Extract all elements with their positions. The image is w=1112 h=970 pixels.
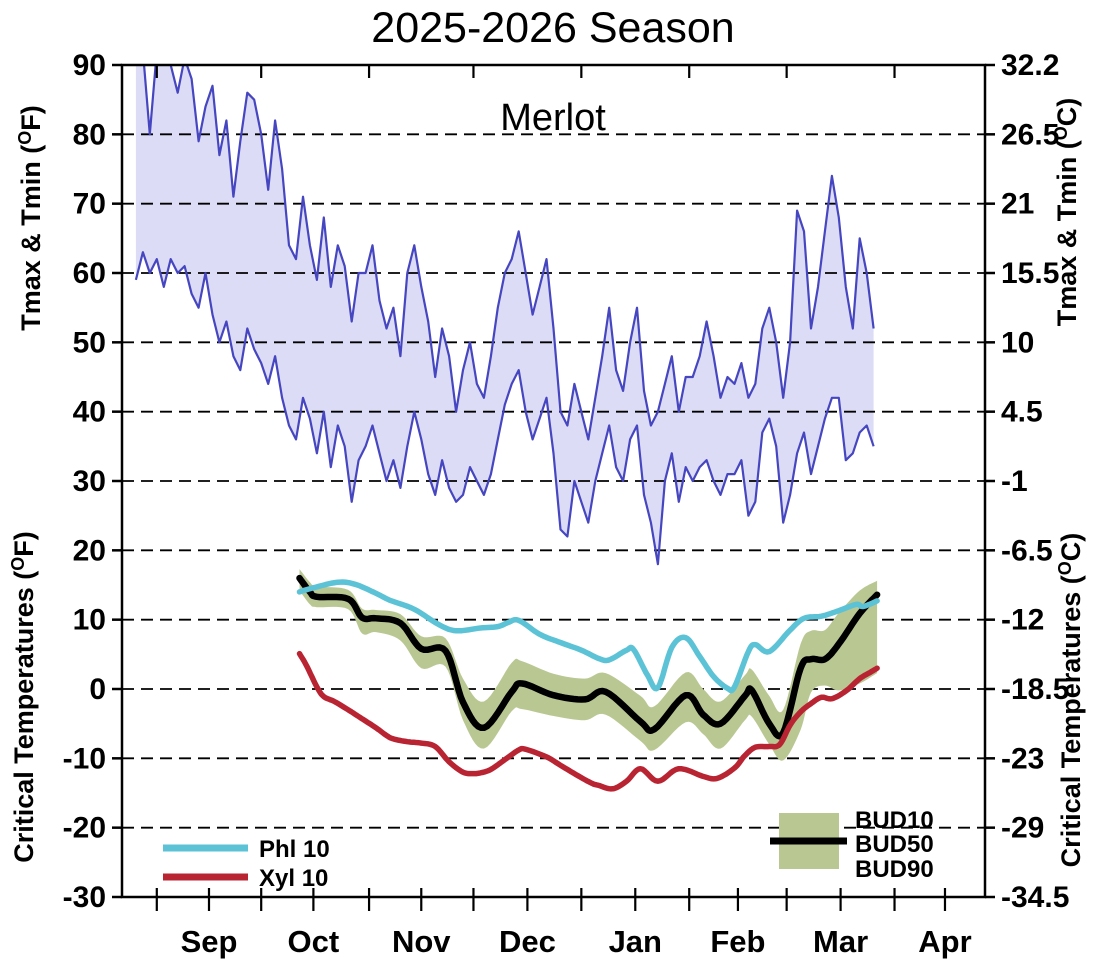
right-tick-label-15.5: 15.5: [1001, 257, 1059, 290]
left-tick-label--30: -30: [63, 881, 106, 914]
phl10-legend-label: Phl 10: [259, 836, 330, 863]
axis-title-tmax-tmin-f: Tmax & Tmin (OF): [15, 105, 46, 331]
gridlines-layer: [122, 133, 985, 829]
right-tick-label--23: -23: [1001, 742, 1044, 775]
left-tick-label-0: 0: [89, 673, 106, 706]
right-tick-label--12: -12: [1001, 604, 1044, 637]
legend-bud: BUD10 BUD50 BUD90: [770, 807, 934, 883]
right-tick-label--18.5: -18.5: [1001, 673, 1069, 706]
xyl10-legend-label: Xyl 10: [259, 865, 328, 892]
axis-title-critical-f: Critical Temperatures (OF): [8, 531, 39, 863]
right-tick-label--29: -29: [1001, 812, 1044, 845]
chart-subtitle: Merlot: [500, 97, 606, 139]
left-tick-label-40: 40: [73, 396, 106, 429]
left-tick-label-10: 10: [73, 604, 106, 637]
axis-title-critical-c: Critical Temperatures (OC): [1055, 533, 1086, 868]
legend-lines: Phl 10 Xyl 10: [163, 836, 330, 892]
series-layer: [134, 65, 881, 792]
left-tick-label-90: 90: [73, 49, 106, 82]
phl10-line: [296, 579, 880, 694]
bud10-legend-label: BUD10: [855, 807, 934, 834]
tmax-tmin-band-fill: [135, 65, 874, 565]
bud90-legend-label: BUD90: [855, 856, 934, 883]
axis-title-tmax-tmin-c: Tmax & Tmin (OC): [1051, 98, 1082, 327]
right-tick-label-26.5: 26.5: [1001, 118, 1059, 151]
right-tick-label--6.5: -6.5: [1001, 534, 1053, 567]
right-tick-label-21: 21: [1001, 188, 1034, 221]
right-tick-label--1: -1: [1001, 465, 1028, 498]
right-tick-label-10: 10: [1001, 326, 1034, 359]
left-tick-label--20: -20: [63, 812, 106, 845]
tmax-line: [142, 65, 875, 441]
right-tick-label-4.5: 4.5: [1001, 396, 1043, 429]
left-tick-label-70: 70: [73, 188, 106, 221]
bud50-legend-label: BUD50: [855, 831, 934, 858]
right-tick-label-32.2: 32.2: [1001, 49, 1059, 82]
xyl10-line: [296, 650, 880, 792]
left-tick-label-20: 20: [73, 534, 106, 567]
tmin-line: [134, 251, 875, 566]
right-tick-label--34.5: -34.5: [1001, 881, 1069, 914]
left-tick-label-30: 30: [73, 465, 106, 498]
month-label-feb: Feb: [710, 924, 765, 959]
month-label-oct: Oct: [288, 924, 340, 959]
month-label-nov: Nov: [392, 924, 451, 959]
month-label-apr: Apr: [918, 924, 971, 959]
month-label-jan: Jan: [609, 924, 662, 959]
tmax-tmin-band-layer: [135, 65, 874, 565]
month-label-mar: Mar: [813, 924, 868, 959]
month-label-dec: Dec: [499, 924, 556, 959]
left-tick-label--10: -10: [63, 742, 106, 775]
month-label-sep: Sep: [181, 924, 238, 959]
left-tick-label-80: 80: [73, 118, 106, 151]
bud50-line: [296, 574, 881, 740]
left-tick-label-50: 50: [73, 326, 106, 359]
chart-title: 2025-2026 Season: [371, 4, 734, 52]
left-tick-label-60: 60: [73, 257, 106, 290]
